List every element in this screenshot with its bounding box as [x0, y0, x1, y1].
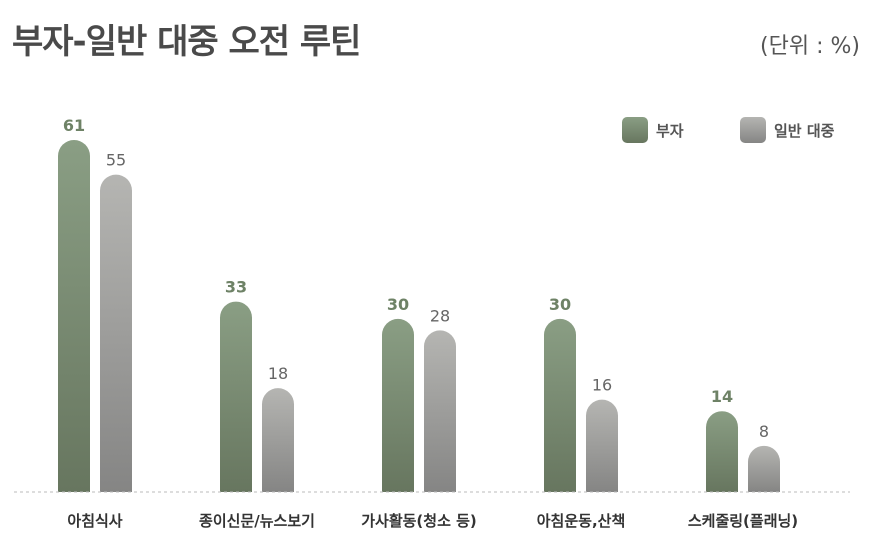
bar-general-2: [262, 388, 294, 492]
data-label-rich-2: 33: [225, 278, 247, 297]
bar-rich-3: [382, 318, 414, 492]
bar-rich-1: [58, 140, 90, 492]
unit-label: (단위 : %): [760, 34, 860, 59]
bar-general-5: [748, 445, 780, 492]
data-label-general-5: 8: [759, 422, 769, 441]
category-label-5: 스케줄링(플래닝): [688, 512, 798, 530]
data-label-rich-1: 61: [63, 116, 85, 135]
legend-label-rich: 부자: [656, 122, 684, 140]
legend-label-general: 일반 대중: [774, 122, 835, 140]
data-label-general-1: 55: [106, 151, 126, 170]
bar-rich-2: [220, 301, 252, 492]
bar-rich-4: [544, 318, 576, 492]
bar-general-3: [424, 330, 456, 492]
data-label-general-2: 18: [268, 364, 288, 383]
data-label-rich-4: 30: [549, 295, 571, 314]
legend-swatch-rich: [622, 117, 648, 143]
data-label-rich-5: 14: [711, 387, 733, 406]
bar-general-4: [586, 399, 618, 492]
bar-general-1: [100, 174, 132, 492]
category-label-3: 가사활동(청소 등): [361, 512, 477, 530]
legend: 부자 일반 대중: [622, 117, 835, 143]
bars-group: 61 55 아침식사 33 18 종이신문/뉴스보기 30 28 가사활동(청소 등) 30 16 아…: [58, 116, 798, 530]
category-label-1: 아침식사: [67, 512, 122, 530]
data-label-general-4: 16: [592, 376, 612, 395]
data-label-general-3: 28: [430, 306, 450, 325]
data-label-rich-3: 30: [387, 295, 409, 314]
category-label-2: 종이신문/뉴스보기: [199, 512, 315, 530]
chart-title: 부자-일반 대중 오전 루틴: [12, 22, 361, 62]
category-label-4: 아침운동,산책: [537, 512, 626, 530]
bar-rich-5: [706, 411, 738, 492]
legend-swatch-general: [740, 117, 766, 143]
